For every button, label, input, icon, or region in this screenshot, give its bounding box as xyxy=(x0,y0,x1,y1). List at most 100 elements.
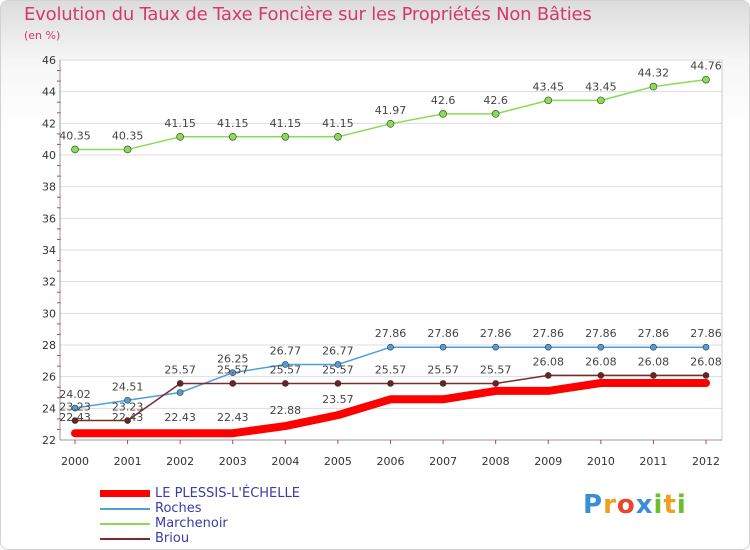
data-label: 27.86 xyxy=(533,327,565,340)
y-tick-label: 38 xyxy=(42,181,56,194)
x-tick-label: 2005 xyxy=(324,455,352,468)
legend-label: Marchenoir xyxy=(155,516,228,531)
data-point xyxy=(282,361,289,368)
data-label: 26.08 xyxy=(533,355,565,368)
x-tick-label: 2010 xyxy=(587,455,615,468)
x-tick-label: 2008 xyxy=(482,455,510,468)
data-point xyxy=(228,132,237,141)
data-point xyxy=(71,145,79,154)
data-label: 41.15 xyxy=(270,117,302,130)
data-point xyxy=(492,343,499,351)
logo-letter: o xyxy=(616,490,636,520)
x-tick-label: 2011 xyxy=(639,455,667,468)
x-tick-label: 2002 xyxy=(166,455,194,468)
x-tick-label: 2012 xyxy=(692,455,720,468)
data-label: 22.88 xyxy=(270,404,302,417)
data-label: 25.57 xyxy=(322,363,354,376)
data-point xyxy=(702,75,710,84)
data-point xyxy=(649,82,658,91)
data-label: 25.57 xyxy=(164,363,196,376)
y-tick-label: 36 xyxy=(42,212,56,225)
data-label: 44.76 xyxy=(690,60,722,73)
data-point xyxy=(124,396,131,404)
data-label: 42.6 xyxy=(483,94,508,107)
data-label: 41.15 xyxy=(322,117,354,130)
data-point xyxy=(597,96,605,105)
data-label: 22.43 xyxy=(217,411,249,424)
data-point xyxy=(124,417,131,424)
data-point xyxy=(176,132,184,141)
data-point xyxy=(597,372,605,379)
x-tick-label: 2006 xyxy=(377,455,405,468)
data-label: 22.43 xyxy=(59,411,91,424)
data-point xyxy=(702,372,710,379)
data-label: 22.43 xyxy=(112,411,144,424)
data-label: 44.32 xyxy=(638,67,670,80)
logo-letter: t xyxy=(663,490,677,520)
data-label: 27.86 xyxy=(375,327,407,340)
legend-swatch xyxy=(100,490,150,497)
data-label: 24.51 xyxy=(112,380,144,393)
data-point xyxy=(71,417,79,424)
data-label: 25.57 xyxy=(480,363,512,376)
data-point xyxy=(544,343,552,351)
data-label: 27.86 xyxy=(690,327,722,340)
data-point xyxy=(123,145,132,154)
y-tick-label: 44 xyxy=(42,86,56,99)
data-point xyxy=(334,361,342,368)
data-label: 23.23 xyxy=(112,401,144,414)
data-label: 26.25 xyxy=(217,353,249,366)
legend-swatch xyxy=(100,508,150,510)
data-label: 41.15 xyxy=(217,117,249,130)
y-tick-label: 46 xyxy=(42,54,56,67)
data-label: 23.57 xyxy=(322,393,354,406)
data-point xyxy=(544,372,552,379)
data-label: 43.45 xyxy=(585,80,617,93)
data-point xyxy=(281,132,290,141)
data-label: 40.35 xyxy=(112,129,144,142)
x-tick-label: 2004 xyxy=(271,455,299,468)
data-point xyxy=(71,404,79,412)
data-label: 26.77 xyxy=(270,344,302,357)
data-point xyxy=(334,132,342,141)
data-label: 27.86 xyxy=(427,327,459,340)
data-point xyxy=(439,380,447,387)
x-tick-label: 2003 xyxy=(219,455,247,468)
data-label: 40.35 xyxy=(59,129,91,142)
y-tick-label: 26 xyxy=(42,371,56,384)
series-line-0 xyxy=(71,379,710,438)
data-label: 25.57 xyxy=(427,363,459,376)
y-tick-label: 22 xyxy=(42,434,56,447)
data-point xyxy=(597,343,605,351)
data-point xyxy=(387,343,394,351)
data-label: 26.08 xyxy=(585,355,617,368)
data-label: 25.57 xyxy=(375,363,407,376)
x-tick-label: 2009 xyxy=(534,455,562,468)
data-point xyxy=(387,380,394,387)
x-tick-label: 2000 xyxy=(61,455,89,468)
data-label: 25.57 xyxy=(270,363,302,376)
y-tick-label: 42 xyxy=(42,117,56,130)
data-label: 27.86 xyxy=(480,327,512,340)
data-point xyxy=(650,372,657,379)
data-label: 26.08 xyxy=(638,355,670,368)
y-tick-label: 40 xyxy=(42,149,56,162)
data-point xyxy=(544,96,553,105)
data-label: 26.08 xyxy=(690,355,722,368)
logo-letter: i xyxy=(676,490,687,520)
data-point xyxy=(439,110,447,118)
data-point xyxy=(650,343,657,351)
proxiti-logo: Proxiti xyxy=(583,490,687,520)
data-label: 24.02 xyxy=(59,388,91,401)
legend-label: Roches xyxy=(155,501,202,516)
data-point xyxy=(229,380,237,387)
data-label: 27.86 xyxy=(638,327,670,340)
y-tick-label: 28 xyxy=(42,339,56,352)
data-point xyxy=(334,380,342,387)
y-tick-label: 32 xyxy=(42,276,56,289)
legend-label: LE PLESSIS-L'ÉCHELLE xyxy=(155,486,300,501)
data-label: 41.97 xyxy=(375,104,407,117)
y-tick-label: 34 xyxy=(42,244,56,257)
data-point xyxy=(702,343,710,351)
